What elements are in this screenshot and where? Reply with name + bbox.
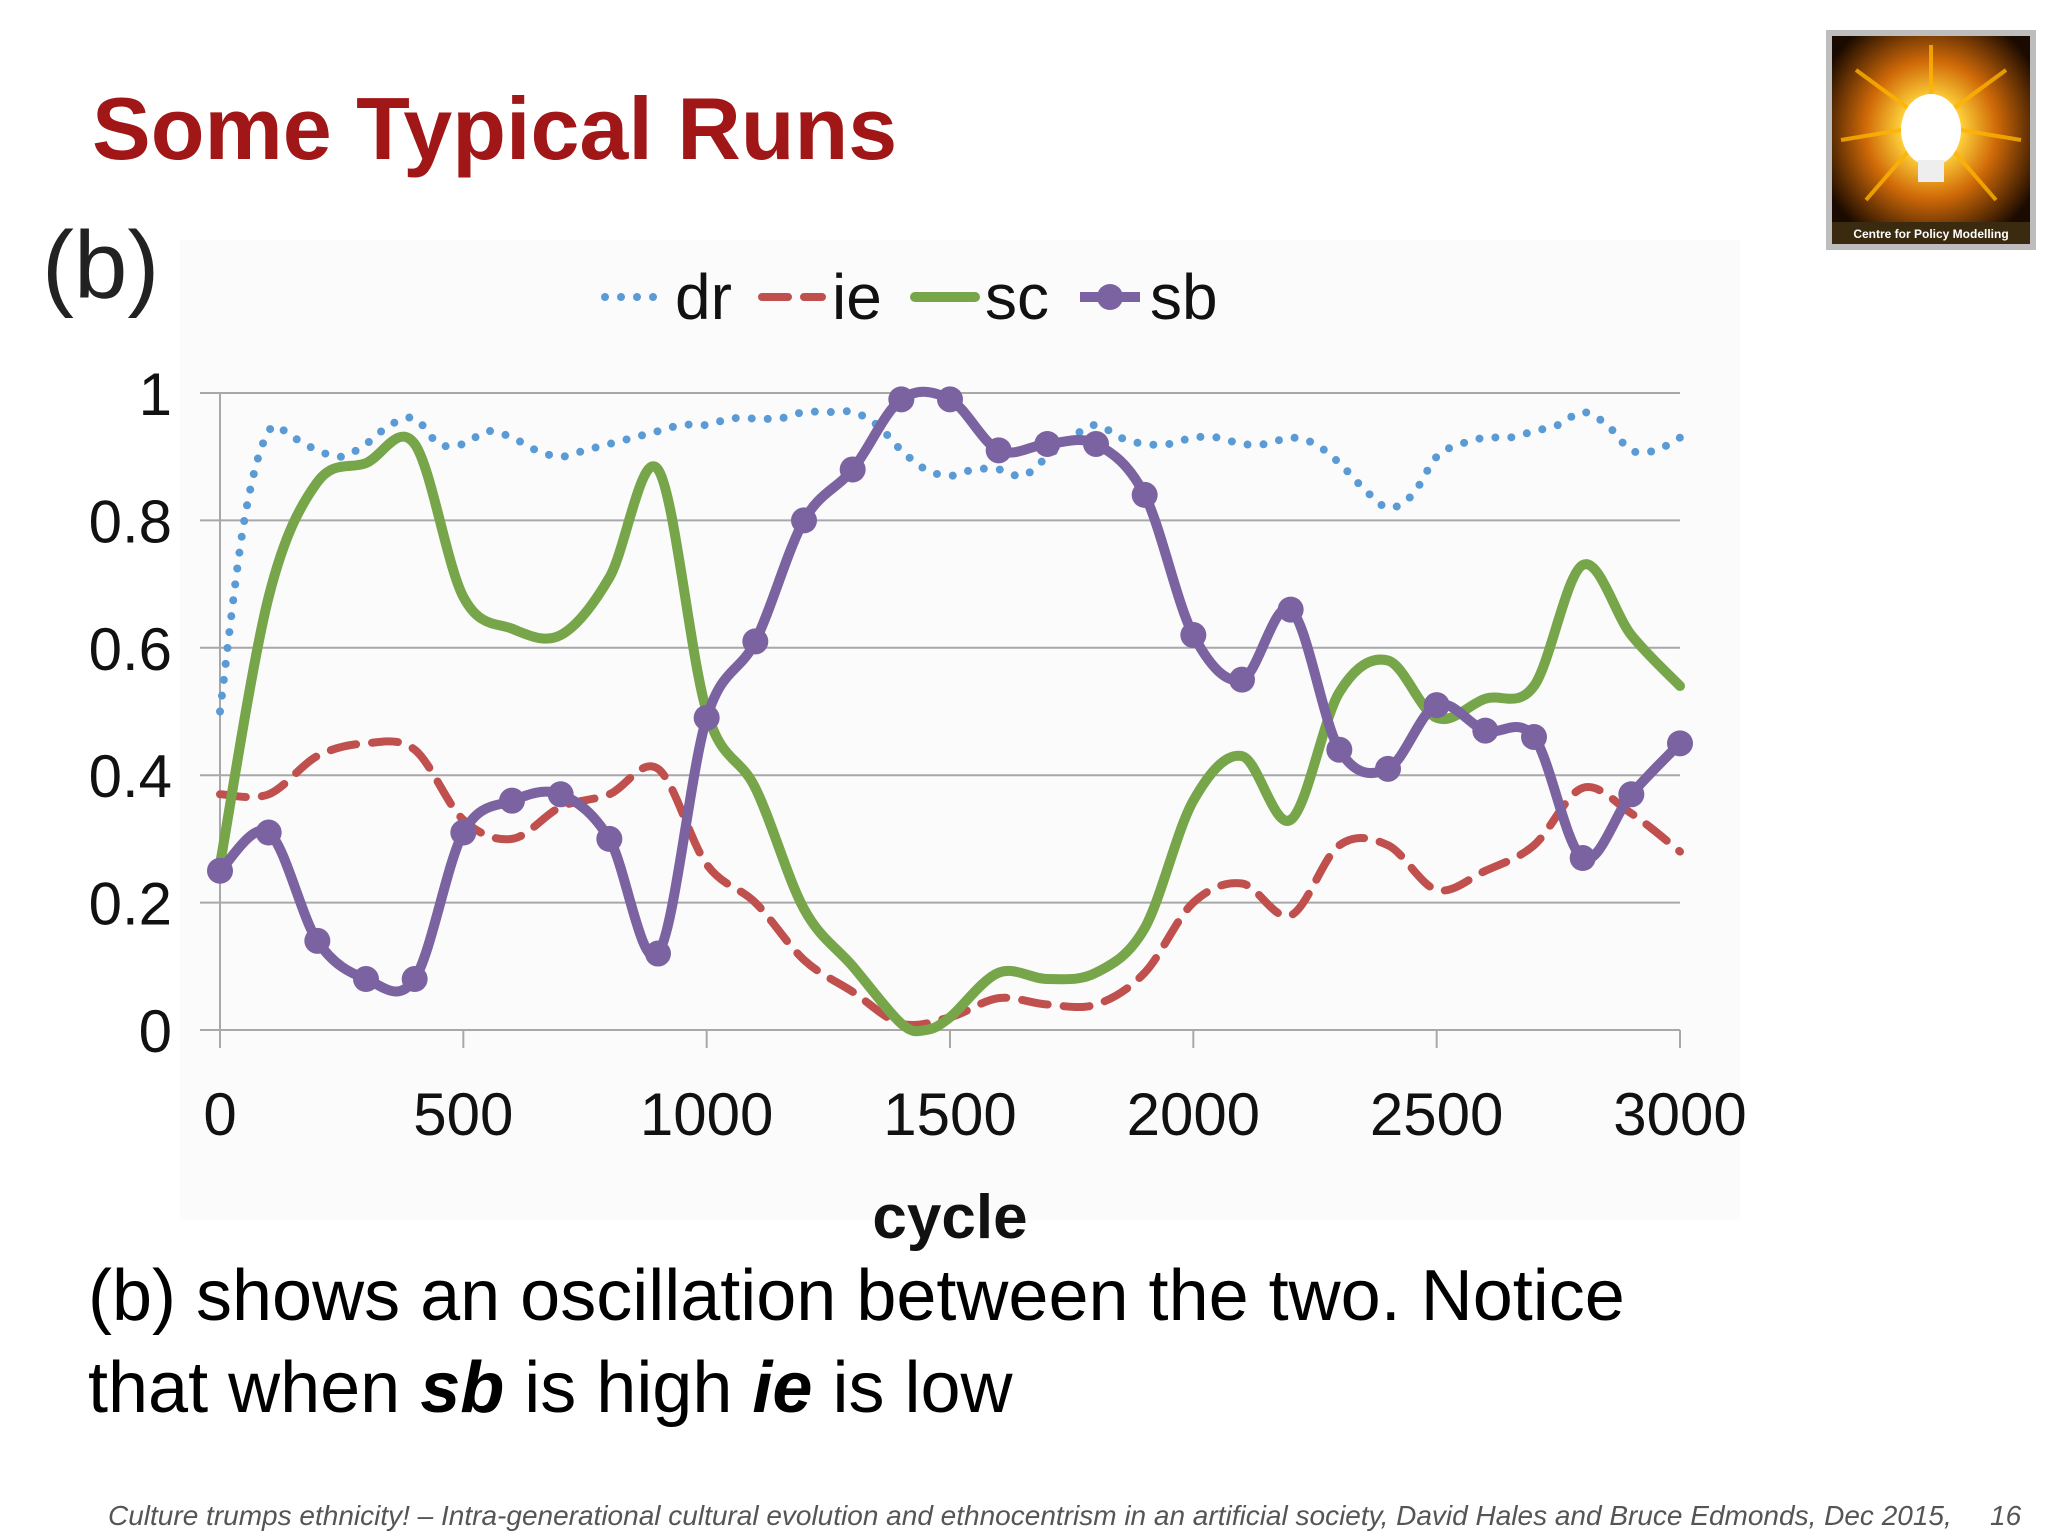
- series-point-sb: [255, 819, 282, 846]
- x-tick-label: 2500: [1370, 1081, 1503, 1148]
- legend-label-dr: dr: [675, 261, 732, 333]
- x-tick-label: 2000: [1127, 1081, 1260, 1148]
- slide-title: Some Typical Runs: [92, 79, 898, 178]
- series-point-sb: [1326, 736, 1353, 763]
- x-tick-label: 3000: [1613, 1081, 1746, 1148]
- series-line-dr: [216, 407, 1684, 716]
- legend-marker-sb: [1097, 284, 1123, 310]
- x-tick-label: 1500: [883, 1081, 1016, 1148]
- series-point-sb: [1277, 596, 1304, 623]
- logo-text: Centre for Policy Modelling: [1853, 227, 2008, 241]
- series-point-sb: [791, 507, 817, 534]
- series-point-sb: [596, 825, 623, 852]
- series-point-sb: [353, 966, 379, 993]
- logo: Centre for Policy Modelling: [1826, 30, 2036, 250]
- page-number: 16: [1990, 1500, 2022, 1531]
- series-point-sb: [450, 819, 477, 846]
- series-point-sb: [839, 456, 866, 483]
- series-point-sb: [1569, 845, 1596, 872]
- series-point-sb: [1472, 717, 1499, 744]
- caption-line-2-mid: is high: [504, 1348, 753, 1428]
- x-tick-label: 1000: [640, 1081, 773, 1148]
- series-point-sb: [547, 781, 574, 808]
- y-tick-label: 0.4: [89, 743, 172, 810]
- series-point-sb: [985, 437, 1012, 464]
- legend-label-sc: sc: [985, 261, 1049, 333]
- legend: dr ie sc sb: [601, 261, 1218, 333]
- caption-sb: sb: [420, 1348, 505, 1428]
- series-group: [207, 386, 1693, 1037]
- series-point-sb: [1131, 481, 1158, 508]
- series-point-sb: [1034, 430, 1061, 457]
- caption: (b) shows an oscillation between the two…: [88, 1250, 1988, 1434]
- panel-label: (b): [42, 212, 159, 319]
- series-point-sb: [937, 386, 963, 413]
- y-tick-label: 0.6: [89, 616, 172, 683]
- series-point-sb: [1229, 666, 1255, 693]
- x-tick-labels: 0 500 1000 1500 2000 2500 3000: [203, 1081, 1746, 1148]
- series-point-sb: [1521, 723, 1547, 750]
- x-tick-label: 0: [203, 1081, 236, 1148]
- series-point-sb: [207, 857, 233, 884]
- series-point-sb: [1180, 622, 1207, 649]
- y-tick-label: 0.8: [89, 488, 172, 555]
- x-axis-label: cycle: [872, 1183, 1027, 1252]
- series-point-sb: [645, 940, 671, 967]
- y-tick-labels: 0 0.2 0.4 0.6 0.8 1: [89, 361, 172, 1065]
- series-line-sc: [215, 431, 1685, 1037]
- caption-ie: ie: [752, 1348, 813, 1428]
- y-tick-label: 0.2: [89, 871, 172, 938]
- series-point-sb: [1375, 755, 1401, 782]
- series-point-sb: [1083, 430, 1109, 457]
- y-tick-label: 0: [139, 998, 172, 1065]
- series-point-sb: [742, 628, 769, 655]
- x-tick-label: 500: [413, 1081, 513, 1148]
- caption-line-2-pre: that when: [88, 1348, 421, 1428]
- series-point-sb: [1618, 781, 1645, 808]
- legend-label-ie: ie: [832, 261, 882, 333]
- series-point-sb: [693, 704, 720, 731]
- series-point-sb: [401, 966, 428, 993]
- series-point-sb: [499, 787, 525, 814]
- y-tick-label: 1: [139, 361, 172, 428]
- series-point-sb: [304, 927, 331, 954]
- series-point-sb: [1667, 730, 1693, 757]
- legend-label-sb: sb: [1150, 261, 1218, 333]
- footer-citation: Culture trumps ethnicity! – Intra-genera…: [108, 1500, 1952, 1531]
- caption-line-2-post: is low: [812, 1348, 1013, 1428]
- caption-line-1: (b) shows an oscillation between the two…: [88, 1256, 1625, 1336]
- series-point-sb: [1423, 692, 1450, 719]
- series-point-sb: [888, 386, 915, 413]
